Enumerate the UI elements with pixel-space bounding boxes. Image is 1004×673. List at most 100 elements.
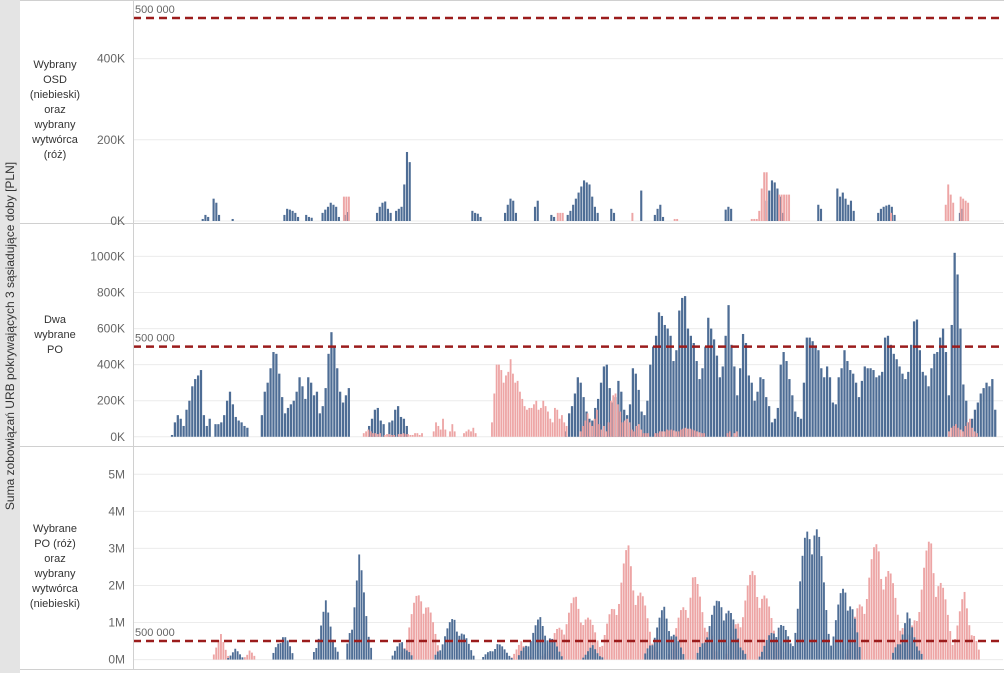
bar-blue bbox=[849, 200, 853, 221]
bar-blue bbox=[388, 422, 391, 437]
bar-blue bbox=[398, 643, 401, 660]
bar-pink bbox=[625, 550, 628, 660]
bar-blue bbox=[852, 373, 855, 437]
bar-blue bbox=[683, 296, 687, 437]
bar-pink bbox=[957, 427, 960, 437]
bar-blue bbox=[401, 642, 404, 660]
bar-blue bbox=[893, 214, 896, 221]
bar-blue bbox=[231, 404, 235, 437]
bar-pink bbox=[672, 430, 675, 437]
bar-blue bbox=[610, 208, 613, 221]
bar-blue bbox=[386, 208, 389, 221]
bar-blue bbox=[379, 420, 382, 437]
bar-blue bbox=[569, 210, 572, 221]
bar-blue bbox=[506, 652, 508, 660]
bar-blue bbox=[747, 375, 750, 437]
bar-blue bbox=[933, 353, 936, 437]
bar-blue bbox=[579, 382, 582, 437]
bar-blue bbox=[365, 616, 368, 660]
bar-blue bbox=[326, 206, 330, 221]
bar-blue bbox=[560, 656, 563, 660]
bar-blue bbox=[985, 382, 988, 437]
bar-pink bbox=[785, 194, 788, 221]
bar-blue bbox=[458, 635, 461, 660]
bar-pink bbox=[920, 589, 923, 660]
bar-pink bbox=[549, 418, 552, 437]
bar-blue bbox=[898, 366, 901, 437]
bar-blue bbox=[591, 645, 594, 660]
bar-blue bbox=[553, 641, 556, 660]
bar-blue bbox=[225, 400, 229, 437]
bar-blue bbox=[863, 366, 866, 437]
bar-pink bbox=[750, 218, 753, 221]
bar-pink bbox=[663, 431, 666, 437]
bar-blue bbox=[231, 218, 234, 221]
bar-blue bbox=[310, 217, 313, 221]
bar-blue bbox=[651, 645, 654, 660]
bar-pink bbox=[409, 434, 412, 437]
bar-blue bbox=[724, 335, 727, 437]
bar-blue bbox=[733, 366, 736, 437]
bar-blue bbox=[208, 418, 211, 437]
bar-pink bbox=[682, 428, 685, 437]
bar-blue bbox=[283, 413, 287, 437]
bar-pink bbox=[627, 545, 630, 660]
bar-pink bbox=[768, 606, 771, 660]
y-tick-label: 400K bbox=[97, 358, 125, 372]
bar-blue bbox=[698, 379, 701, 437]
bar-blue bbox=[339, 391, 342, 437]
bar-pink bbox=[642, 433, 645, 437]
bar-pink bbox=[421, 433, 423, 437]
bar-blue bbox=[701, 643, 704, 660]
bar-blue bbox=[239, 654, 241, 660]
bar-blue bbox=[644, 653, 647, 660]
bar-pink bbox=[600, 429, 603, 437]
bar-blue bbox=[612, 212, 616, 221]
bar-pink bbox=[369, 431, 372, 437]
bar-blue bbox=[527, 646, 530, 660]
bar-blue bbox=[375, 212, 379, 221]
bar-blue bbox=[939, 337, 942, 437]
bar-blue bbox=[643, 415, 646, 437]
bar-pink bbox=[973, 635, 976, 660]
bar-blue bbox=[672, 634, 675, 660]
bar-blue bbox=[796, 416, 800, 437]
bar-blue bbox=[470, 650, 473, 660]
bar-pink bbox=[493, 393, 496, 437]
bar-blue bbox=[944, 352, 948, 437]
bar-pink bbox=[418, 434, 421, 437]
bar-blue bbox=[808, 539, 811, 660]
bar-pink bbox=[892, 583, 894, 660]
bar-pink bbox=[610, 608, 613, 660]
bar-blue bbox=[292, 400, 295, 437]
bar-blue bbox=[241, 657, 244, 660]
bar-blue bbox=[689, 335, 692, 437]
bar-blue bbox=[839, 196, 842, 221]
bar-pink bbox=[691, 429, 694, 437]
bar-pink bbox=[758, 607, 761, 660]
bar-blue bbox=[228, 391, 232, 437]
bar-blue bbox=[376, 407, 379, 437]
bar-blue bbox=[730, 208, 733, 221]
bar-pink bbox=[882, 589, 885, 660]
bar-pink bbox=[427, 607, 430, 660]
bar-blue bbox=[858, 647, 861, 660]
bar-pink bbox=[519, 391, 521, 437]
bar-pink bbox=[665, 429, 668, 437]
bar-pink bbox=[517, 644, 520, 660]
bar-pink bbox=[224, 649, 227, 660]
bar-blue bbox=[765, 397, 768, 437]
bar-blue bbox=[881, 371, 884, 437]
bar-blue bbox=[402, 418, 406, 437]
bar-blue bbox=[820, 368, 823, 437]
bar-blue bbox=[982, 388, 985, 437]
bar-pink bbox=[575, 596, 578, 660]
bar-blue bbox=[892, 353, 895, 437]
bar-blue bbox=[878, 375, 881, 437]
bar-pink bbox=[696, 431, 699, 437]
bar-blue bbox=[950, 324, 953, 437]
bar-blue bbox=[768, 406, 771, 437]
bar-pink bbox=[609, 400, 612, 437]
bar-pink bbox=[598, 646, 601, 660]
